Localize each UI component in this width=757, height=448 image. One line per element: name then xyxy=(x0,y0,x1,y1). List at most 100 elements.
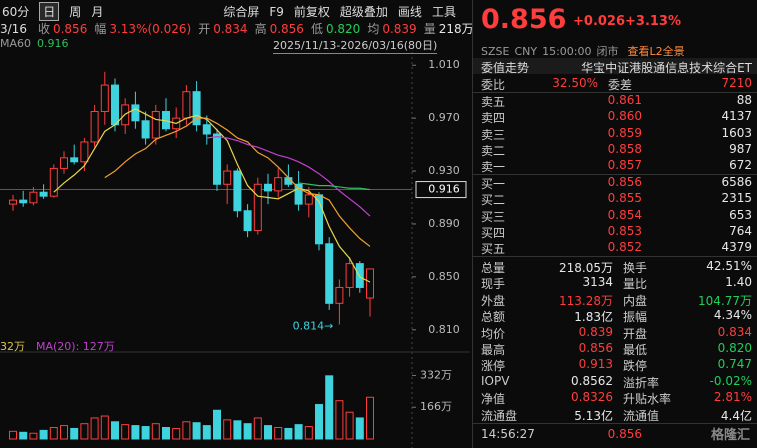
volume-bar xyxy=(162,427,170,440)
quote-value: 0.856 xyxy=(269,21,304,36)
volume-bar xyxy=(192,422,201,440)
percent: +3.13% xyxy=(625,14,681,29)
meta-item: SZSE xyxy=(481,44,510,58)
quote-value: 0.820 xyxy=(325,21,361,36)
tool-button[interactable]: 前复权 xyxy=(293,5,330,19)
stat-label: 均价 xyxy=(481,326,506,341)
separator xyxy=(473,423,757,424)
volume-bar xyxy=(111,421,119,440)
volume-bar xyxy=(355,417,364,440)
y-tick-label: 0.890 xyxy=(428,217,460,230)
ma-line xyxy=(104,117,371,247)
quote-label: 高 xyxy=(254,22,267,36)
stat-label: 外盘 xyxy=(481,293,506,308)
stat-value: -0.02% xyxy=(709,373,752,388)
quote-label: 开 xyxy=(198,22,211,36)
level-label: 0.916 xyxy=(428,183,460,196)
meta: SZSE CNY 15:00:00 闭市 查看L2全景 xyxy=(481,43,685,59)
low-annotation: 0.814→ xyxy=(293,319,334,332)
candle-body xyxy=(304,194,313,205)
tool-button[interactable]: 超级叠加 xyxy=(339,5,388,19)
trade-time: 14:56:27 xyxy=(481,427,535,441)
volume-bar xyxy=(325,375,334,440)
volume-bar xyxy=(284,427,293,440)
candle-body xyxy=(202,124,211,135)
order-book: 委比 32.50% 委差 7210 卖五 0.861 88 卖四 0.860 4137 卖三 0.85… xyxy=(473,0,757,448)
volume-bar xyxy=(345,411,354,440)
candle-body xyxy=(366,268,374,299)
stat-label: 涨停 xyxy=(481,359,506,374)
separator xyxy=(473,256,757,257)
stat-label: 净值 xyxy=(481,392,506,407)
range-text[interactable]: 2025/11/13-2026/03/16(80日) xyxy=(273,39,438,54)
candle-body xyxy=(131,104,140,122)
stat-value: 4.34% xyxy=(713,308,752,323)
chart-panel: 1.010 0.970 0.930 0.890 0.850 0.810 332万 166万 0.… xyxy=(0,2,474,448)
toolbar: 60分日周月 综合屏 F9 前复权 超级叠加 画线 工具 xyxy=(2,2,456,21)
book-volume: 2315 xyxy=(721,191,752,206)
v-tick-label: 332万 xyxy=(420,368,452,381)
book-level: 买二 xyxy=(481,193,506,208)
period-tab[interactable]: 周 xyxy=(69,5,82,19)
book-volume: 6586 xyxy=(721,175,752,189)
stat-label: 内盘 xyxy=(623,293,648,308)
y-tick-label: 1.010 xyxy=(428,58,460,71)
separator xyxy=(473,174,757,175)
quote-label: 均 xyxy=(367,22,380,36)
tool-button[interactable]: 综合屏 xyxy=(223,5,260,19)
tool-button[interactable]: 工具 xyxy=(431,5,456,19)
volume-bar xyxy=(243,423,252,440)
stat-value: 1.40 xyxy=(725,275,752,290)
tab[interactable]: 委值走势 xyxy=(481,61,530,75)
stat-label: 总额 xyxy=(481,310,506,325)
book-price: 0.858 xyxy=(607,141,642,156)
candle-body xyxy=(355,263,364,288)
tool-button[interactable]: 画线 xyxy=(397,5,422,19)
book-level: 卖三 xyxy=(481,127,506,142)
candle-body xyxy=(223,170,232,185)
l2-link[interactable]: 查看L2全景 xyxy=(627,45,685,58)
quote-label: 量 xyxy=(423,22,436,36)
quote-label: 幅 xyxy=(94,22,107,36)
candle-body xyxy=(294,183,303,205)
ma-line xyxy=(53,108,371,283)
stat-label: 量比 xyxy=(623,277,648,292)
watermark: 格隆汇 xyxy=(710,428,750,443)
meta-item: CNY xyxy=(514,44,538,58)
book-volume: 4137 xyxy=(721,109,752,124)
candle-body xyxy=(335,286,344,304)
volume-bar xyxy=(213,409,221,440)
stat-value: 0.856 xyxy=(578,341,613,355)
period-tab[interactable]: 日 xyxy=(39,2,60,21)
quote-panel: 0.856 +0.026 +3.13% SZSE CNY 15:00:00 闭市 查看L… xyxy=(472,0,757,448)
volume-bar xyxy=(253,417,262,440)
candle-body xyxy=(39,191,48,197)
candle-body xyxy=(141,120,150,139)
volume-bar xyxy=(141,426,150,440)
quote-value: 0.834 xyxy=(213,21,248,36)
change: +0.026 xyxy=(573,14,626,29)
stat-value: 0.834 xyxy=(717,324,752,339)
book-price: 0.856 xyxy=(607,175,642,189)
tool-button[interactable]: F9 xyxy=(269,4,284,19)
stat-value: 1.83亿 xyxy=(574,310,613,325)
book-price: 0.861 xyxy=(607,93,642,107)
quote-bar: 3/16 收 0.856 幅 3.13%(0.026) 开 0.834 高 0.856 低 0.82… xyxy=(0,20,474,37)
tab-bar: 委值走势 华宝中证港股通信息技术综合ET xyxy=(473,58,757,75)
stat-value: 0.820 xyxy=(717,341,752,355)
stat-value: 4.4亿 xyxy=(720,408,752,423)
candle-body xyxy=(80,141,89,163)
period-tab[interactable]: 60分 xyxy=(2,5,30,19)
book-level: 卖一 xyxy=(481,160,506,175)
volume-bar xyxy=(223,419,232,440)
book-level: 买四 xyxy=(481,225,506,240)
period-tab[interactable]: 月 xyxy=(91,5,104,19)
stat-value: 0.839 xyxy=(578,324,613,339)
stat-label: 流通盘 xyxy=(481,408,518,423)
stat-value: 2.81% xyxy=(713,390,752,405)
stat-label: 流通值 xyxy=(623,408,660,423)
ma-line xyxy=(298,182,371,191)
candle-body xyxy=(70,157,79,163)
trade-price: 0.856 xyxy=(607,427,642,441)
